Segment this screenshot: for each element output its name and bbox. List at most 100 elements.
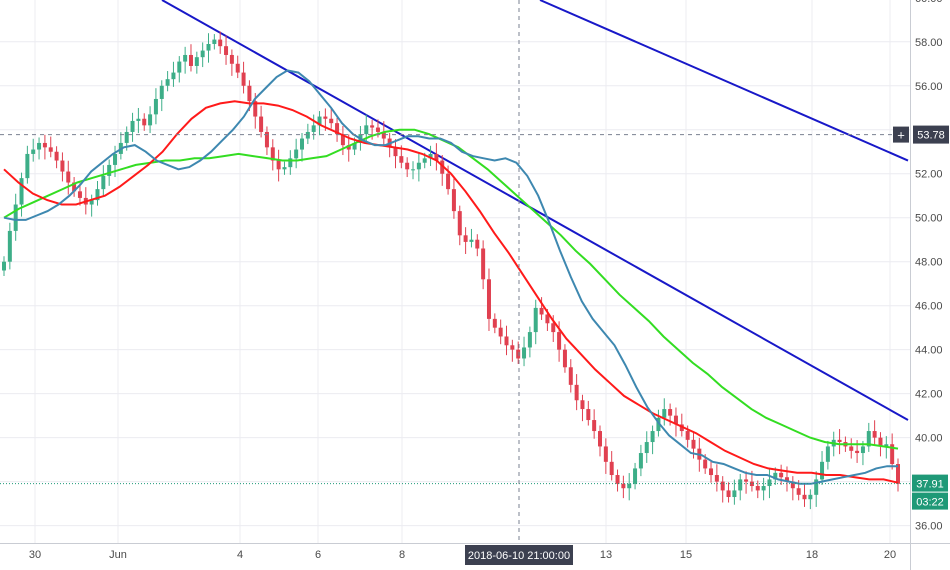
candle-body: [855, 450, 860, 454]
y-tick-label: 46.00: [915, 301, 943, 313]
candle-body: [159, 85, 164, 99]
candle-body: [574, 384, 579, 401]
candle-body: [241, 72, 246, 86]
crosshair-plus-icon: [893, 126, 909, 143]
candle-body: [767, 479, 772, 487]
candle-body: [545, 314, 550, 324]
candle-body: [598, 431, 602, 447]
candle-body: [451, 189, 456, 212]
y-tick-label: 42.00: [915, 389, 943, 401]
grid: [0, 0, 910, 543]
candle-body: [77, 191, 82, 198]
candle-body: [527, 332, 532, 348]
y-tick-label: 56.00: [915, 81, 943, 93]
candle-body: [294, 149, 299, 159]
candle-body: [19, 178, 24, 205]
moving-averages: [3, 69, 899, 485]
candle-body: [229, 54, 234, 64]
candle-body: [124, 131, 129, 143]
candle-body: [399, 156, 404, 163]
candle-body: [130, 120, 135, 132]
candle-body: [492, 318, 497, 328]
candle-body: [650, 431, 655, 443]
candle-body: [194, 57, 199, 66]
crosshair-time-label: [465, 545, 573, 565]
crosshair: [0, 0, 910, 543]
candle-body: [434, 153, 439, 161]
candle-body: [638, 453, 643, 469]
candle-body: [200, 50, 205, 58]
candle-body: [270, 147, 275, 161]
candle-body: [276, 160, 281, 170]
y-tick-label: 36.00: [915, 521, 943, 533]
candle-body: [884, 444, 889, 447]
candle-body: [820, 461, 825, 480]
candle-body: [259, 116, 264, 132]
candle-body: [253, 101, 258, 117]
candle-body: [329, 118, 334, 124]
candle-body: [136, 118, 141, 121]
candle-body: [896, 464, 900, 484]
candle-body: [212, 39, 217, 44]
candle-body: [305, 131, 310, 139]
y-tick-label: 48.00: [915, 257, 943, 269]
candle-body: [738, 479, 743, 491]
x-axis: 30 Jun 4 6 8 13 15 18 20: [0, 543, 950, 561]
y-tick-label: 52.00: [915, 169, 943, 181]
y-tick-label: 60.00: [915, 0, 943, 5]
candle-body: [183, 54, 188, 62]
candle-body: [317, 116, 322, 126]
candle-body: [586, 409, 591, 421]
last-price-text: 37.91: [916, 479, 944, 491]
candle-body: [89, 200, 94, 205]
candle-body: [773, 472, 778, 480]
candle-body: [592, 420, 597, 432]
candle-body: [352, 142, 357, 150]
candle-body: [633, 468, 638, 484]
candle-body: [153, 98, 158, 115]
candle-body: [656, 417, 661, 432]
candle-body: [732, 490, 737, 498]
candle-body: [849, 446, 854, 451]
moving-average-red: [3, 100, 899, 484]
candle-body: [475, 239, 480, 249]
candle-body: [504, 336, 509, 346]
candle-body: [428, 153, 433, 159]
candle-body: [165, 79, 170, 86]
candle-body: [300, 138, 304, 150]
candle-body: [31, 149, 36, 154]
candle-body: [744, 479, 749, 482]
candle-body: [662, 409, 667, 418]
candle-body: [890, 444, 895, 465]
candle-body: [411, 169, 416, 171]
candle-body: [779, 472, 784, 478]
candle-body: [837, 439, 842, 443]
trendlines: [161, 0, 909, 421]
candle-body: [872, 431, 877, 438]
candle-body: [311, 125, 316, 132]
candle-body: [644, 442, 649, 454]
candle-body: [288, 158, 293, 168]
candle-body: [808, 494, 813, 500]
candle-body: [568, 367, 573, 385]
crosshair-plus-glyph: +: [897, 128, 905, 143]
candle-body: [72, 182, 77, 192]
candle-body: [107, 164, 112, 176]
candle-body: [282, 167, 287, 170]
candle-body: [346, 145, 351, 150]
candle-body: [761, 486, 766, 491]
candle-body: [796, 488, 801, 495]
candle-body: [621, 483, 626, 489]
trendline-lower: [161, 0, 909, 421]
candle-body: [562, 349, 567, 368]
candle-body: [755, 486, 760, 491]
candle-body: [101, 175, 106, 190]
candle-body: [463, 235, 468, 242]
candle-body: [218, 39, 223, 47]
candle-body: [340, 134, 345, 146]
candle-body: [142, 118, 147, 126]
candle-body: [264, 131, 269, 148]
candle-body: [13, 204, 18, 231]
x-tick-label: 8: [399, 549, 405, 561]
